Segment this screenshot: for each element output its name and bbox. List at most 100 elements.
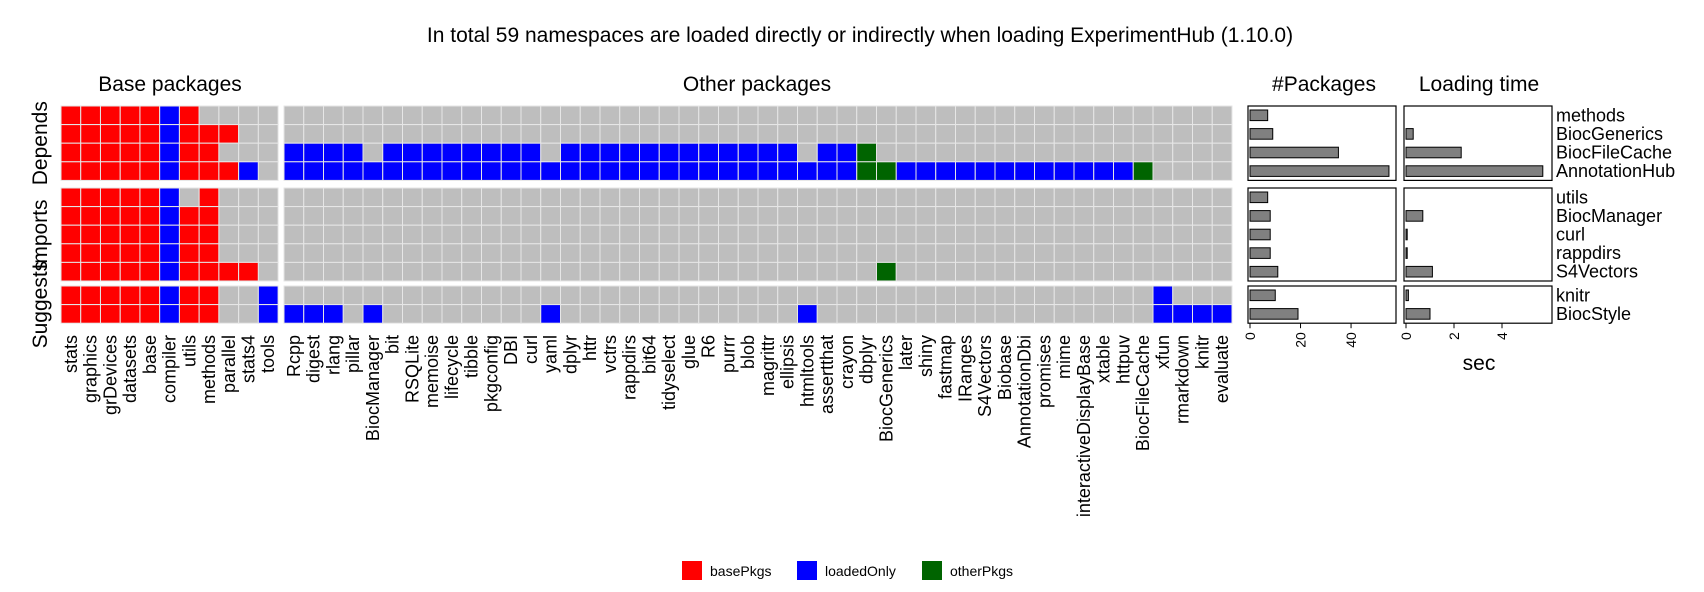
other-cell-rmarkdown-biocmanager xyxy=(1172,206,1193,226)
other-cell-crayon-s4vectors xyxy=(836,261,858,282)
other-cell-shiny-utils xyxy=(915,187,937,208)
other-cell-rappdirs-knitr xyxy=(619,285,640,306)
other-cell-bit64-annotationhub xyxy=(639,161,660,181)
other-cell-iranges-biocfilecache xyxy=(955,142,976,163)
other-cell-knitr-biocmanager xyxy=(1192,206,1213,226)
other-cell-htmltools-biocstyle xyxy=(797,304,818,324)
other-cell-htmltools-biocmanager xyxy=(797,206,818,226)
base-cell-grdevices-biocgenerics xyxy=(99,124,121,144)
base-cell-utils-rappdirs xyxy=(178,243,200,263)
other-cell-s4vectors-biocmanager xyxy=(974,206,996,226)
other-cell-tidyselect-knitr xyxy=(658,285,680,306)
other-cell-httr-curl xyxy=(579,224,601,245)
other-cell-interactivedisplaybase-biocgenerics xyxy=(1073,124,1095,144)
other-cell-mime-biocfilecache xyxy=(1053,142,1075,163)
other-cell-xtable-rappdirs xyxy=(1093,243,1114,263)
count-bar-biocmanager xyxy=(1249,210,1271,222)
other-cell-rmarkdown-curl xyxy=(1172,224,1193,245)
other-cell-xtable-s4vectors xyxy=(1093,261,1114,282)
base-column-label-datasets: datasets xyxy=(120,335,140,403)
other-cell-vctrs-biocstyle xyxy=(599,304,621,324)
other-cell-biocmanager-biocgenerics xyxy=(362,124,384,144)
base-packages-heatmap xyxy=(60,105,279,324)
base-cell-datasets-biocgenerics xyxy=(119,124,141,144)
other-cell-xtable-biocstyle xyxy=(1093,304,1114,324)
other-column-label-rmarkdown: rmarkdown xyxy=(1173,335,1193,424)
other-cell-httr-annotationhub xyxy=(579,161,601,181)
other-cell-promises-utils xyxy=(1034,187,1055,208)
other-cell-fastmap-methods xyxy=(935,105,956,126)
other-cell-ellipsis-rappdirs xyxy=(777,243,798,263)
other-cell-rlang-curl xyxy=(323,224,344,245)
other-cell-blob-biocmanager xyxy=(737,206,759,226)
count-bar-methods xyxy=(1249,109,1269,122)
other-cell-tibble-biocmanager xyxy=(461,206,482,226)
other-cell-httpuv-annotationhub xyxy=(1113,161,1134,181)
time-bar-curl xyxy=(1405,228,1408,241)
other-cell-yaml-curl xyxy=(540,224,561,245)
other-cell-bit-biocfilecache xyxy=(382,142,403,163)
base-cell-base-biocgenerics xyxy=(139,124,161,144)
other-cell-pkgconfig-curl xyxy=(481,224,502,245)
other-cell-bit64-biocmanager xyxy=(639,206,660,226)
other-cell-httpuv-knitr xyxy=(1113,285,1134,306)
base-cell-graphics-curl xyxy=(80,224,101,245)
other-column-label-httpuv: httpuv xyxy=(1113,335,1133,384)
other-cell-yaml-biocfilecache xyxy=(540,142,561,163)
other-cell-mime-biocmanager xyxy=(1053,206,1075,226)
time-tick-label-2: 2 xyxy=(1446,332,1462,340)
other-cell-bit64-biocfilecache xyxy=(639,142,660,163)
other-cell-tibble-annotationhub xyxy=(461,161,482,181)
other-cell-memoise-biocstyle xyxy=(421,304,443,324)
other-cell-yaml-biocgenerics xyxy=(540,124,561,144)
base-cell-compiler-annotationhub xyxy=(159,161,180,181)
other-cell-shiny-biocfilecache xyxy=(915,142,937,163)
row-label-biocfilecache: BiocFileCache xyxy=(1556,143,1672,163)
other-cell-lifecycle-curl xyxy=(441,224,463,245)
other-cell-bit64-knitr xyxy=(639,285,660,306)
other-column-label-fastmap: fastmap xyxy=(936,335,956,399)
other-cell-promises-rappdirs xyxy=(1034,243,1055,263)
other-cell-s4vectors-utils xyxy=(974,187,996,208)
other-cell-memoise-rappdirs xyxy=(421,243,443,263)
other-cell-htmltools-rappdirs xyxy=(797,243,818,263)
other-cell-xtable-biocfilecache xyxy=(1093,142,1114,163)
other-cell-crayon-rappdirs xyxy=(836,243,858,263)
other-cell-interactivedisplaybase-biocfilecache xyxy=(1073,142,1095,163)
other-cell-rappdirs-annotationhub xyxy=(619,161,640,181)
other-column-label-dbplyr: dbplyr xyxy=(857,335,877,384)
time-bar-biocmanager xyxy=(1405,210,1424,222)
base-cell-graphics-biocmanager xyxy=(80,206,101,226)
other-cell-fastmap-biocmanager xyxy=(935,206,956,226)
count-bar-curl xyxy=(1249,228,1271,241)
other-cell-rcpp-s4vectors xyxy=(283,261,305,282)
other-cell-fastmap-biocfilecache xyxy=(935,142,956,163)
other-cell-rcpp-rappdirs xyxy=(283,243,305,263)
other-cell-digest-biocstyle xyxy=(303,304,324,324)
other-cell-biocfilecache-utils xyxy=(1132,187,1154,208)
other-cell-dbplyr-biocfilecache xyxy=(856,142,877,163)
other-cell-purrr-methods xyxy=(718,105,739,126)
other-cell-pillar-biocstyle xyxy=(342,304,364,324)
base-cell-datasets-biocfilecache xyxy=(119,142,141,163)
count-panel-frame-imports xyxy=(1247,187,1397,282)
other-cell-rcpp-utils xyxy=(283,187,305,208)
other-cell-curl-knitr xyxy=(520,285,542,306)
base-panel-title: Base packages xyxy=(98,73,242,96)
other-cell-yaml-s4vectors xyxy=(540,261,561,282)
base-cell-compiler-biocmanager xyxy=(159,206,180,226)
other-cell-httr-utils xyxy=(579,187,601,208)
other-cell-iranges-methods xyxy=(955,105,976,126)
other-cell-evaluate-biocmanager xyxy=(1211,206,1233,226)
other-cell-mime-s4vectors xyxy=(1053,261,1075,282)
other-cell-dbi-knitr xyxy=(500,285,522,306)
other-cell-assertthat-s4vectors xyxy=(816,261,838,282)
other-cell-biocmanager-biocfilecache xyxy=(362,142,384,163)
other-cell-interactivedisplaybase-annotationhub xyxy=(1073,161,1095,181)
base-cell-graphics-s4vectors xyxy=(80,261,101,282)
other-cell-tidyselect-biocgenerics xyxy=(658,124,680,144)
other-cell-interactivedisplaybase-biocstyle xyxy=(1073,304,1095,324)
base-cell-utils-knitr xyxy=(178,285,200,306)
package-count-bars: 0 20 40 xyxy=(1242,105,1397,348)
other-cell-tidyselect-rappdirs xyxy=(658,243,680,263)
